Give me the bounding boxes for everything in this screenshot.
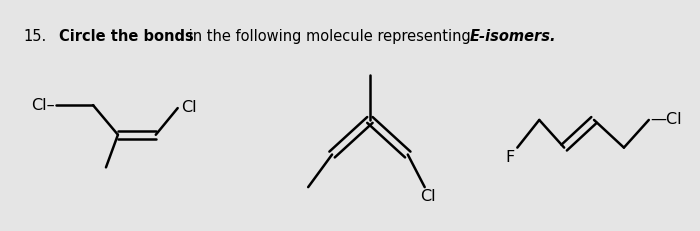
Text: in the following molecule representing: in the following molecule representing	[183, 29, 475, 44]
Text: F: F	[505, 150, 514, 164]
Text: Cl: Cl	[181, 100, 196, 115]
Text: E-isomers.: E-isomers.	[470, 29, 556, 44]
Text: 15.: 15.	[23, 29, 47, 44]
Text: —Cl: —Cl	[650, 112, 681, 127]
Text: Cl–: Cl–	[32, 98, 55, 113]
Text: Circle the bonds: Circle the bonds	[60, 29, 194, 44]
Text: Cl: Cl	[420, 189, 435, 204]
